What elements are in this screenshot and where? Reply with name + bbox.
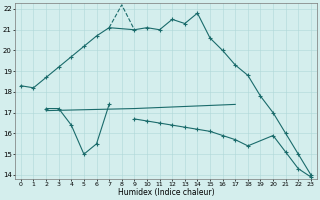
X-axis label: Humidex (Indice chaleur): Humidex (Indice chaleur): [117, 188, 214, 197]
